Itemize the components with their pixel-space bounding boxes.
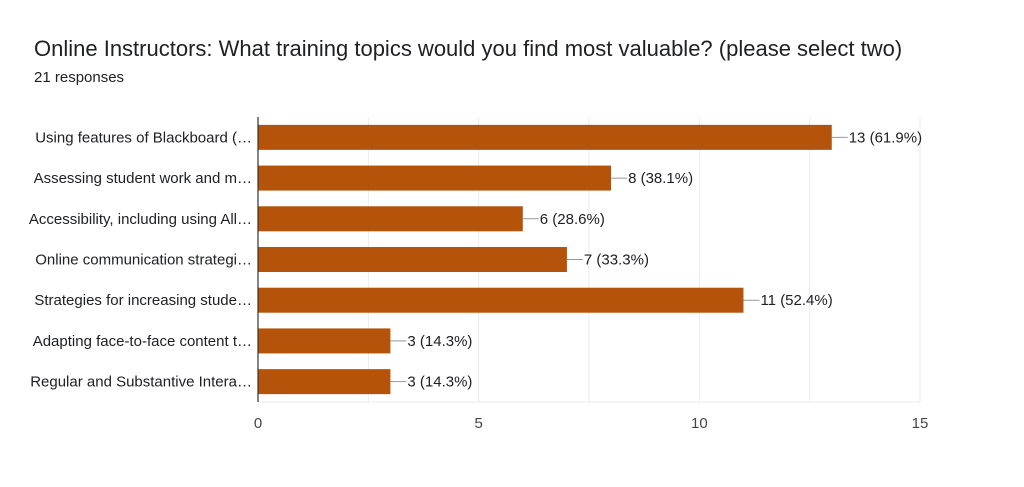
bar [258,165,612,191]
bar [258,124,832,150]
category-label: Adapting face-to-face content t… [33,333,252,350]
x-tick-label: 10 [691,415,708,432]
data-label: 3 (14.3%) [407,333,472,350]
data-label: 8 (38.1%) [628,170,693,187]
bar [258,287,744,313]
category-label: Strategies for increasing stude… [34,292,252,309]
bar [258,206,523,232]
bar [258,247,567,272]
category-label: Online communication strategi… [35,252,252,269]
category-label: Accessibility, including using All… [29,211,252,228]
data-label: 7 (33.3%) [584,252,649,269]
data-label: 11 (52.4%) [760,292,832,309]
x-tick-label: 15 [912,415,929,432]
chart-title: Online Instructors: What training topics… [34,36,903,61]
x-tick-label: 0 [254,415,262,432]
bar [258,328,391,354]
category-label: Using features of Blackboard (… [35,129,252,146]
bar [258,369,391,395]
category-label: Regular and Substantive Intera… [30,374,252,391]
x-tick-label: 5 [474,415,482,432]
data-label: 3 (14.3%) [407,374,472,391]
category-label: Assessing student work and m… [34,170,252,187]
data-label: 13 (61.9%) [849,129,922,146]
response-count: 21 responses [34,69,125,86]
data-label: 6 (28.6%) [540,211,605,228]
